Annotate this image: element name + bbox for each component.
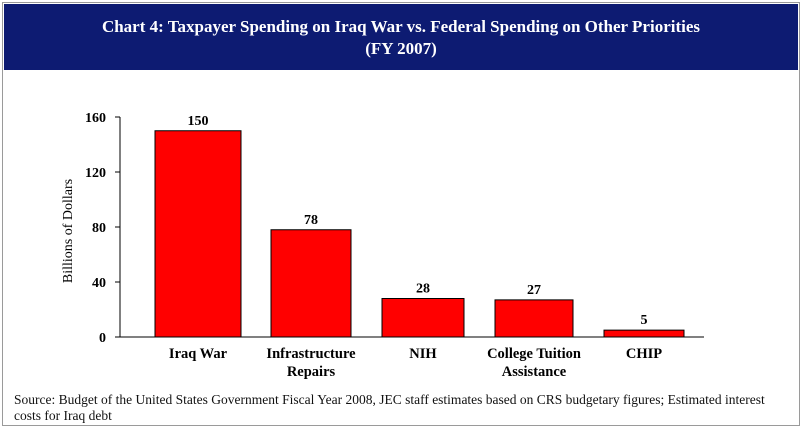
category-label-0: Iraq War: [169, 346, 228, 362]
chart-title-line-2: (FY 2007): [365, 39, 437, 58]
bar-2: [381, 298, 465, 338]
bar-0: [154, 130, 242, 338]
category-label-3-line-1: Assistance: [502, 364, 567, 380]
chart-title-banner: Chart 4: Taxpayer Spending on Iraq War v…: [4, 4, 798, 70]
category-label-2: NIH: [409, 346, 437, 362]
y-tick-label-2: 80: [92, 221, 106, 236]
y-tick-label-1: 40: [92, 276, 106, 291]
chart-title-line-1: Chart 4: Taxpayer Spending on Iraq War v…: [101, 17, 701, 36]
category-label-1-line-1: Repairs: [287, 364, 336, 380]
data-label-4: 5: [641, 313, 648, 328]
y-tick-label-0: 0: [99, 331, 106, 346]
data-label-1: 78: [304, 213, 318, 228]
bar-4: [603, 329, 685, 338]
bar-1: [270, 229, 352, 338]
y-axis-title: Billions of Dollars: [61, 179, 76, 283]
category-label-4: CHIP: [626, 346, 662, 362]
data-label-2: 28: [416, 282, 430, 297]
y-tick-label-4: 160: [85, 111, 106, 126]
data-label-3: 27: [527, 283, 541, 298]
category-label-3-line-0: College Tuition: [487, 346, 581, 362]
data-label-0: 150: [188, 114, 209, 129]
category-label-1-line-0: Infrastructure: [266, 346, 356, 362]
y-tick-label-3: 120: [85, 166, 106, 181]
chart-frame: [2, 2, 800, 426]
bar-chart: 0 40 80 120 160 Billions of Dollars 150 Iraq Wa…: [61, 111, 704, 380]
source-note: Source: Budget of the United States Gove…: [14, 392, 765, 423]
bar-3: [494, 299, 574, 338]
